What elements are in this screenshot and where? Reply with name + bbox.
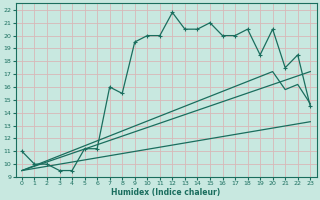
X-axis label: Humidex (Indice chaleur): Humidex (Indice chaleur) bbox=[111, 188, 221, 197]
